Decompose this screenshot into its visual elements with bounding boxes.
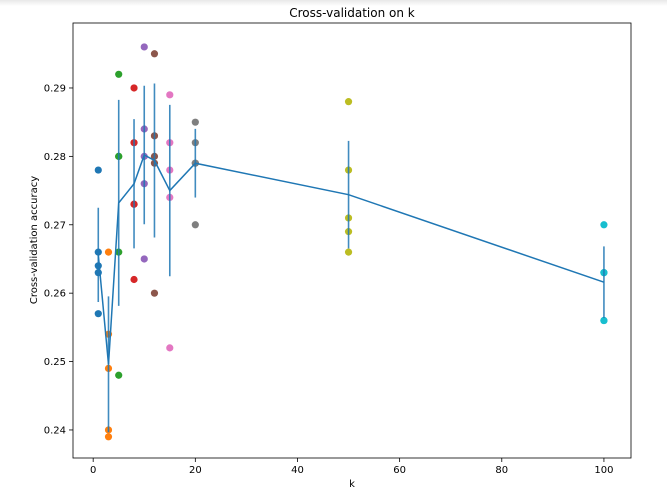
y-tick-label: 0.29: [44, 83, 66, 94]
plot-frame: [72, 22, 632, 459]
x-tick-label: 20: [189, 465, 202, 476]
x-tick-label: 40: [291, 465, 304, 476]
window-top-bar: [0, 0, 667, 6]
y-tick-label: 0.26: [44, 289, 66, 300]
y-tick-label: 0.27: [44, 220, 66, 231]
data-point: [600, 221, 608, 229]
y-tick-label: 0.24: [44, 425, 66, 436]
chart-title: Cross-validation on k: [289, 6, 415, 20]
data-point: [104, 248, 113, 256]
data-point: [344, 98, 353, 106]
data-point: [191, 221, 199, 229]
x-tick-label: 60: [393, 465, 406, 476]
x-tick-label: 0: [90, 465, 96, 476]
data-point: [150, 289, 159, 297]
data-point: [115, 371, 123, 379]
data-point: [191, 118, 199, 126]
data-point: [600, 316, 608, 325]
data-point: [166, 91, 174, 99]
data-point: [140, 43, 148, 51]
data-point: [166, 344, 174, 352]
data-point: [130, 84, 138, 92]
data-point: [94, 310, 102, 318]
data-point: [140, 255, 148, 263]
data-point: [104, 433, 113, 441]
y-axis-label: Cross-validation accuracy: [29, 176, 40, 304]
x-axis-label: k: [349, 479, 355, 490]
x-tick-label: 80: [495, 465, 508, 476]
y-tick-label: 0.25: [44, 357, 66, 368]
y-tick-label: 0.28: [44, 152, 66, 163]
data-point: [130, 275, 138, 284]
data-point: [150, 50, 159, 58]
x-tick-label: 100: [594, 465, 613, 476]
data-point: [94, 166, 102, 174]
mean-line: [97, 153, 605, 365]
data-point: [344, 248, 353, 256]
data-point: [115, 70, 123, 78]
